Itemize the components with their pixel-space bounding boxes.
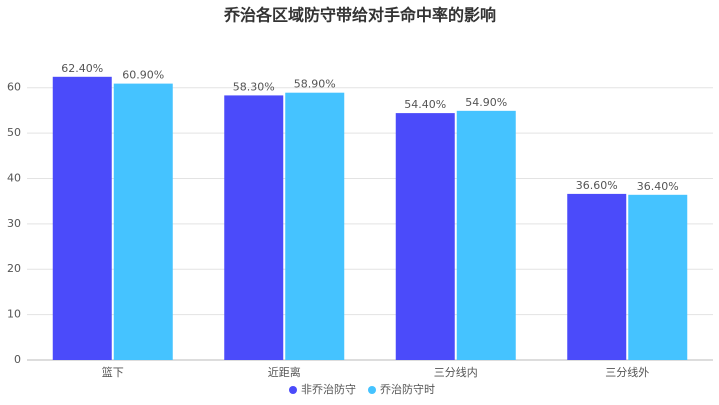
bar	[285, 92, 345, 360]
bar	[628, 194, 688, 360]
value-label: 58.30%	[233, 80, 275, 93]
value-label: 54.90%	[465, 96, 507, 109]
y-tick-label: 40	[7, 171, 21, 184]
chart-title: 乔治各区域防守带给对手命中率的影响	[223, 6, 496, 25]
legend-label: 非乔治防守	[301, 382, 356, 396]
y-tick-label: 30	[7, 217, 21, 230]
x-tick-label: 篮下	[102, 365, 124, 379]
y-tick-label: 60	[7, 81, 21, 94]
legend-label: 乔治防守时	[380, 382, 435, 396]
bar	[113, 83, 173, 360]
value-label: 54.40%	[404, 98, 446, 111]
y-tick-label: 20	[7, 262, 21, 275]
y-tick-label: 50	[7, 126, 21, 139]
value-label: 36.60%	[576, 179, 618, 192]
bar	[52, 76, 112, 361]
bar	[456, 110, 516, 360]
value-label: 62.40%	[61, 62, 103, 75]
x-tick-label: 近距离	[268, 365, 301, 379]
y-tick-label: 10	[7, 308, 21, 321]
x-tick-label: 三分线外	[605, 365, 649, 379]
bar	[224, 95, 284, 361]
x-tick-label: 三分线内	[434, 365, 478, 379]
bar	[567, 193, 627, 360]
legend-marker	[289, 386, 297, 394]
bar	[395, 113, 455, 360]
value-label: 60.90%	[122, 69, 164, 82]
legend-marker	[368, 386, 376, 394]
y-tick-label: 0	[14, 353, 21, 366]
value-label: 36.40%	[637, 180, 679, 193]
value-label: 58.90%	[294, 78, 336, 91]
